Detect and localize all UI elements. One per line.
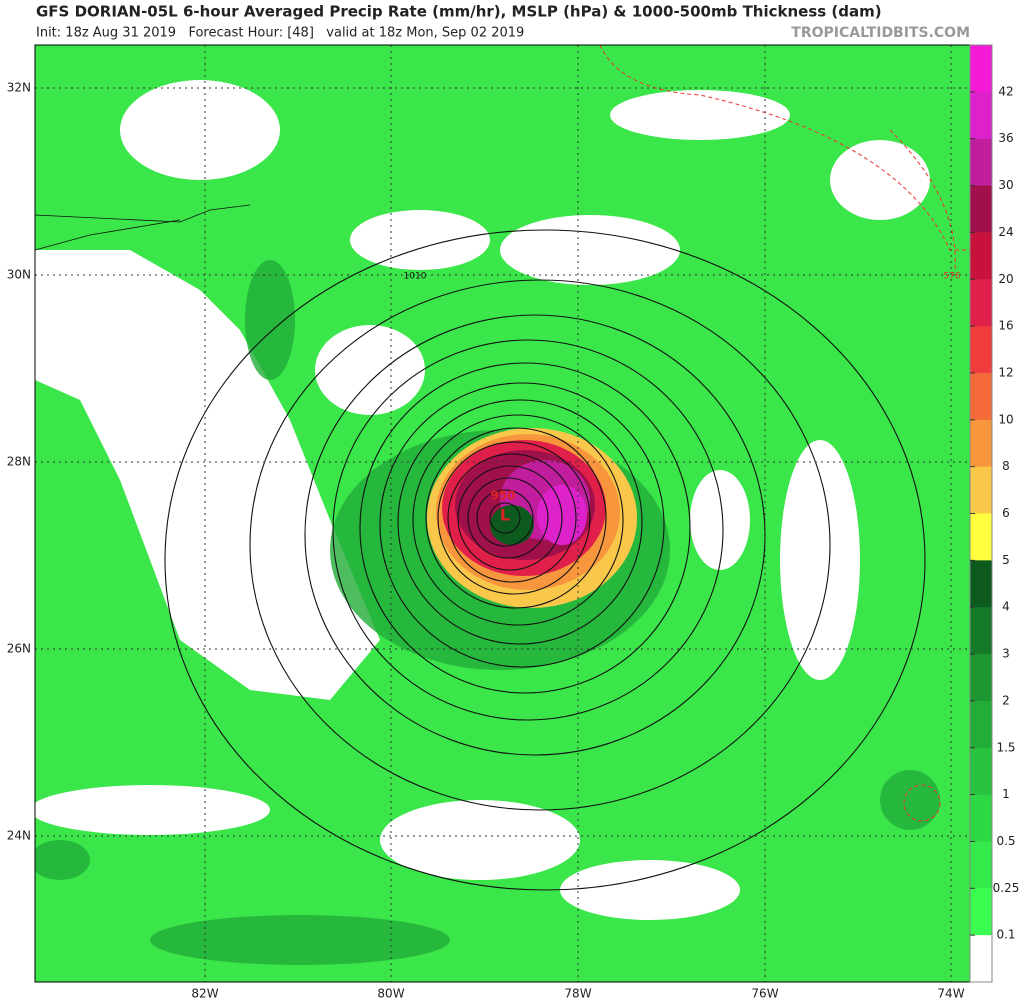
colorbar-label: 0.1: [996, 928, 1015, 942]
colorbar-label: 10: [998, 412, 1013, 426]
colorbar-segment: [970, 372, 992, 421]
colorbar-segment: [970, 279, 992, 327]
colorbar-segment: [970, 841, 992, 889]
subtitle: Init: 18z Aug 31 2019 Forecast Hour: [48…: [36, 26, 524, 41]
colorbar-label: 1.5: [996, 740, 1015, 754]
graticule: [35, 45, 970, 982]
center-pressure: 950: [490, 489, 515, 503]
thickness-label: 576: [943, 272, 960, 282]
colorbar-segment: [970, 326, 992, 374]
colorbar-segment: [970, 185, 992, 233]
colorbar-label: 8: [1002, 459, 1010, 473]
colorbar-label: 42: [998, 84, 1013, 98]
colorbar-label: 24: [998, 225, 1013, 239]
colorbar-label: 1: [1002, 787, 1010, 801]
colorbar-label: 20: [998, 272, 1013, 286]
lat-label: 26N: [7, 642, 31, 656]
credit: TROPICALTIDBITS.COM: [791, 25, 970, 41]
colorbar-segment: [970, 560, 992, 608]
colorbar-label: 36: [998, 131, 1013, 145]
lon-label: 76W: [751, 987, 778, 1001]
low-marker: L: [500, 506, 510, 525]
colorbar-segment: [970, 794, 992, 842]
colorbar-label: 6: [1002, 506, 1010, 520]
isobars: [164, 229, 926, 891]
colorbar-label: 16: [998, 319, 1013, 333]
colorbar-segment: [970, 888, 992, 936]
lat-label: 28N: [7, 455, 31, 469]
colorbar-label: 3: [1002, 647, 1010, 661]
lat-label: 32N: [7, 81, 31, 95]
lon-label: 80W: [377, 987, 404, 1001]
colorbar-label: 0.25: [993, 881, 1020, 895]
colorbar-segment: [970, 466, 992, 514]
colorbar: 42 36 30 24 20 16 12 10 8 6 5 4 3 2 1.5 1 0.5 0.25 0.1: [969, 44, 1020, 983]
colorbar-segment: [970, 607, 992, 655]
lon-label: 78W: [564, 987, 591, 1001]
colorbar-label: 4: [1002, 600, 1010, 614]
axis-labels: 32N 30N 28N 26N 24N 82W 80W 78W 76W 74W: [7, 81, 965, 1001]
colorbar-segment: [970, 419, 992, 468]
colorbar-label: 12: [998, 365, 1013, 379]
isobar-label: 1010: [404, 272, 427, 282]
title: GFS DORIAN-05L 6-hour Averaged Precip Ra…: [36, 3, 882, 21]
colorbar-label: 0.5: [996, 834, 1015, 848]
map-area: 1010 950 L 576: [35, 45, 970, 982]
lat-label: 30N: [7, 268, 31, 282]
colorbar-label: 30: [998, 178, 1013, 192]
colorbar-segment: [970, 513, 992, 561]
colorbar-label: 5: [1002, 553, 1010, 567]
colorbar-segment: [970, 747, 992, 796]
colorbar-segment: [970, 935, 992, 983]
lon-label: 74W: [937, 987, 964, 1001]
colorbar-segment: [970, 91, 992, 140]
lon-label: 82W: [191, 987, 218, 1001]
colorbar-segment: [970, 654, 992, 702]
lat-label: 24N: [7, 829, 31, 843]
colorbar-segment: [970, 232, 992, 280]
colorbar-segment: [970, 138, 992, 187]
colorbar-segment: [970, 700, 992, 749]
colorbar-segment: [970, 45, 992, 93]
colorbar-label: 2: [1002, 693, 1010, 707]
